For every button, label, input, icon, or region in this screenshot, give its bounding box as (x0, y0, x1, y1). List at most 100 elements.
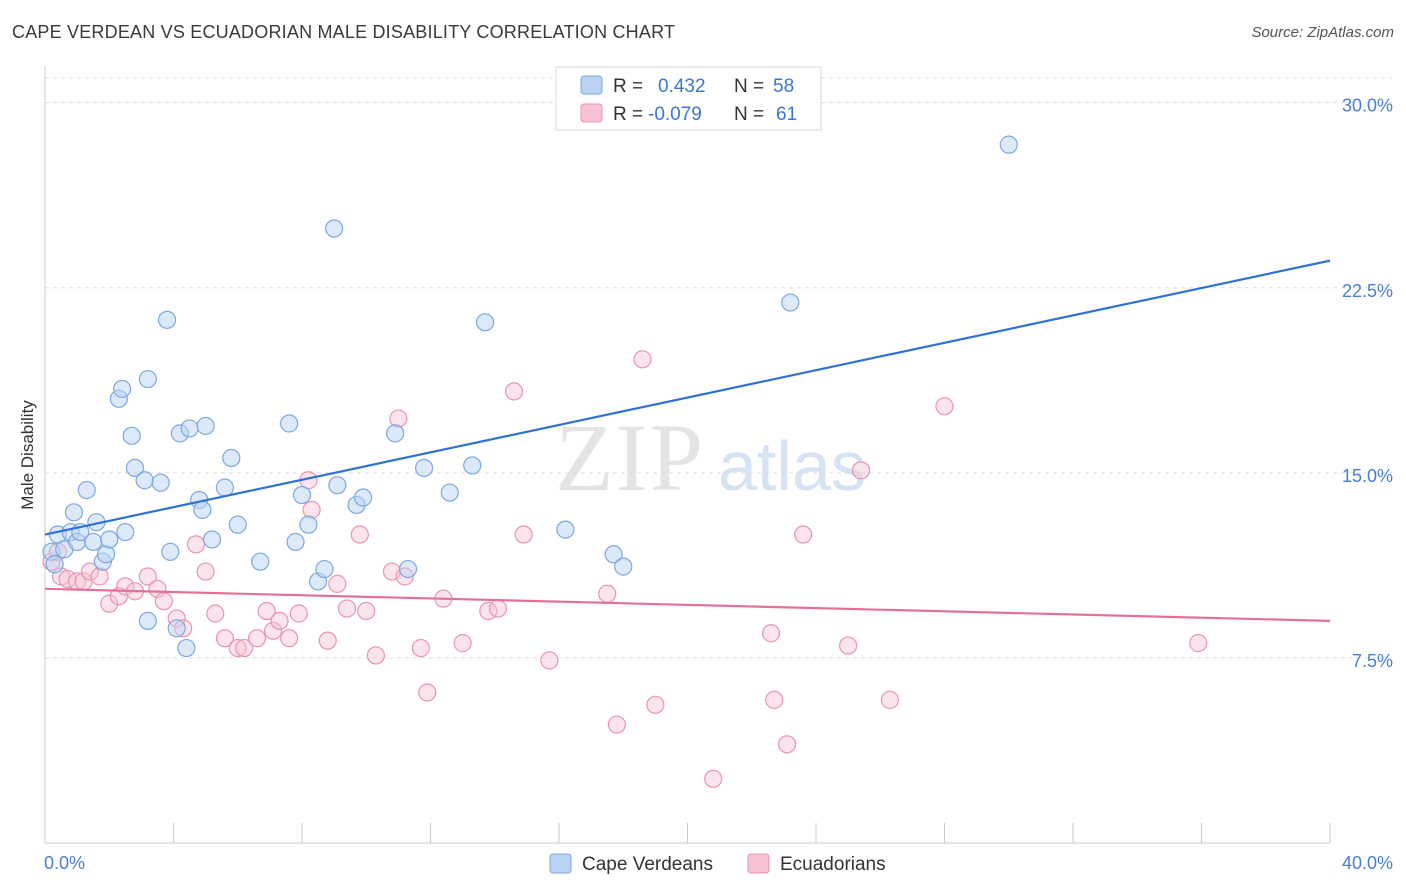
data-point-ecuadorian (357, 601, 376, 621)
bottom-legend-cape-verdeans: Cape Verdeans (582, 854, 713, 875)
grid-lines (45, 77, 1392, 659)
data-point-ecuadorian (704, 769, 723, 788)
y-tick-label: 15.0% (1342, 466, 1393, 486)
y-tick-label: 22.5% (1342, 281, 1393, 301)
data-point-cape-verdean (463, 456, 482, 475)
data-point-cape-verdean (122, 426, 141, 445)
legend-r-label-blue: R = (613, 76, 643, 97)
data-point-cape-verdean (440, 483, 459, 502)
data-point-cape-verdean (999, 135, 1018, 154)
data-point-cape-verdean (215, 478, 234, 497)
data-point-cape-verdean (414, 458, 434, 478)
data-point-ecuadorian (196, 562, 215, 581)
data-point-ecuadorian (228, 638, 247, 658)
data-point-ecuadorian (138, 567, 157, 586)
data-point-ecuadorian (765, 690, 784, 709)
data-point-ecuadorian (777, 735, 797, 754)
legend-r-value-pink: -0.079 (648, 104, 702, 125)
data-point-cape-verdean (125, 458, 145, 478)
data-point-ecuadorian (851, 461, 871, 480)
data-point-ecuadorian (289, 604, 308, 623)
data-point-ecuadorian (154, 592, 173, 611)
data-point-cape-verdean (112, 379, 132, 399)
data-point-cape-verdean (280, 414, 299, 433)
data-point-ecuadorian (302, 500, 321, 519)
data-point-ecuadorian (206, 604, 225, 623)
source-label: Source: ZipAtlas.com (1251, 24, 1394, 41)
watermark-zip: ZIP (555, 404, 705, 511)
data-point-cape-verdean (96, 545, 116, 564)
y-tick-label: 30.0% (1342, 96, 1393, 116)
cape-verdeans-points (42, 135, 1018, 658)
data-point-ecuadorian (540, 651, 559, 670)
data-point-cape-verdean (138, 369, 157, 389)
legend-r-value-blue: 0.432 (658, 76, 706, 97)
data-point-cape-verdean (202, 530, 222, 549)
data-point-ecuadorian (100, 594, 119, 613)
data-point-ecuadorian (1189, 634, 1208, 653)
data-point-ecuadorian (366, 646, 385, 665)
data-point-cape-verdean (781, 293, 800, 312)
data-point-ecuadorian (247, 629, 267, 648)
data-point-ecuadorian (418, 683, 437, 702)
data-point-cape-verdean (398, 559, 418, 579)
legend-swatch-pink (580, 103, 603, 123)
data-point-cape-verdean (286, 532, 305, 552)
data-point-ecuadorian (318, 631, 337, 650)
data-point-ecuadorian (215, 629, 234, 648)
data-point-ecuadorian (280, 629, 299, 648)
data-point-cape-verdean (325, 219, 344, 238)
data-point-cape-verdean (315, 559, 334, 579)
legend: R = 0.432 N = 58 R = -0.079 N = 61 (555, 66, 822, 131)
data-point-cape-verdean (100, 530, 119, 549)
data-point-cape-verdean (228, 515, 247, 534)
bottom-legend: Cape Verdeans Ecuadorians (549, 853, 886, 875)
data-point-cape-verdean (157, 310, 177, 329)
legend-n-label-blue: N = (734, 76, 764, 97)
data-point-cape-verdean (64, 503, 84, 522)
data-point-cape-verdean (292, 485, 312, 505)
data-point-cape-verdean (476, 313, 495, 332)
legend-n-label-pink: N = (734, 104, 764, 125)
data-point-cape-verdean (177, 638, 196, 658)
y-axis-label: Male Disability (18, 400, 37, 510)
data-point-cape-verdean (167, 619, 186, 638)
data-point-ecuadorian (186, 535, 206, 554)
data-point-cape-verdean (135, 471, 154, 490)
data-point-cape-verdean (196, 416, 215, 436)
data-point-cape-verdean (84, 532, 103, 552)
data-point-ecuadorian (328, 574, 347, 593)
data-point-cape-verdean (180, 419, 199, 438)
data-point-ecuadorian (389, 409, 408, 428)
data-point-cape-verdean (45, 555, 64, 574)
legend-r-label-pink: R = (613, 104, 643, 125)
data-point-ecuadorian (453, 634, 472, 653)
data-point-ecuadorian (90, 567, 109, 586)
data-point-ecuadorian (504, 382, 524, 401)
data-point-cape-verdean (77, 481, 96, 500)
data-point-ecuadorian (880, 690, 899, 709)
data-point-cape-verdean (604, 545, 623, 564)
data-point-cape-verdean (138, 611, 157, 631)
data-point-cape-verdean (556, 520, 575, 539)
y-tick-label: 7.5% (1352, 651, 1393, 671)
data-point-ecuadorian (235, 638, 254, 658)
chart-title: CAPE VERDEAN VS ECUADORIAN MALE DISABILI… (12, 22, 676, 42)
data-point-cape-verdean (328, 476, 347, 495)
x-tick-label: 40.0% (1342, 853, 1393, 873)
data-point-ecuadorian (257, 601, 276, 621)
data-point-ecuadorian (633, 350, 652, 369)
data-point-cape-verdean (353, 488, 373, 507)
bottom-legend-ecuadorians: Ecuadorians (780, 854, 886, 875)
data-point-cape-verdean (193, 500, 212, 519)
data-point-ecuadorian (350, 525, 369, 544)
trend-lines (44, 259, 1331, 623)
data-point-cape-verdean (116, 522, 135, 542)
data-point-ecuadorian (263, 621, 283, 640)
watermark-atlas: atlas (718, 427, 866, 505)
data-point-ecuadorian (411, 638, 430, 658)
ecuadorians-points (42, 350, 1208, 788)
data-point-ecuadorian (607, 715, 626, 734)
data-point-cape-verdean (386, 424, 405, 443)
data-point-ecuadorian (488, 599, 508, 618)
